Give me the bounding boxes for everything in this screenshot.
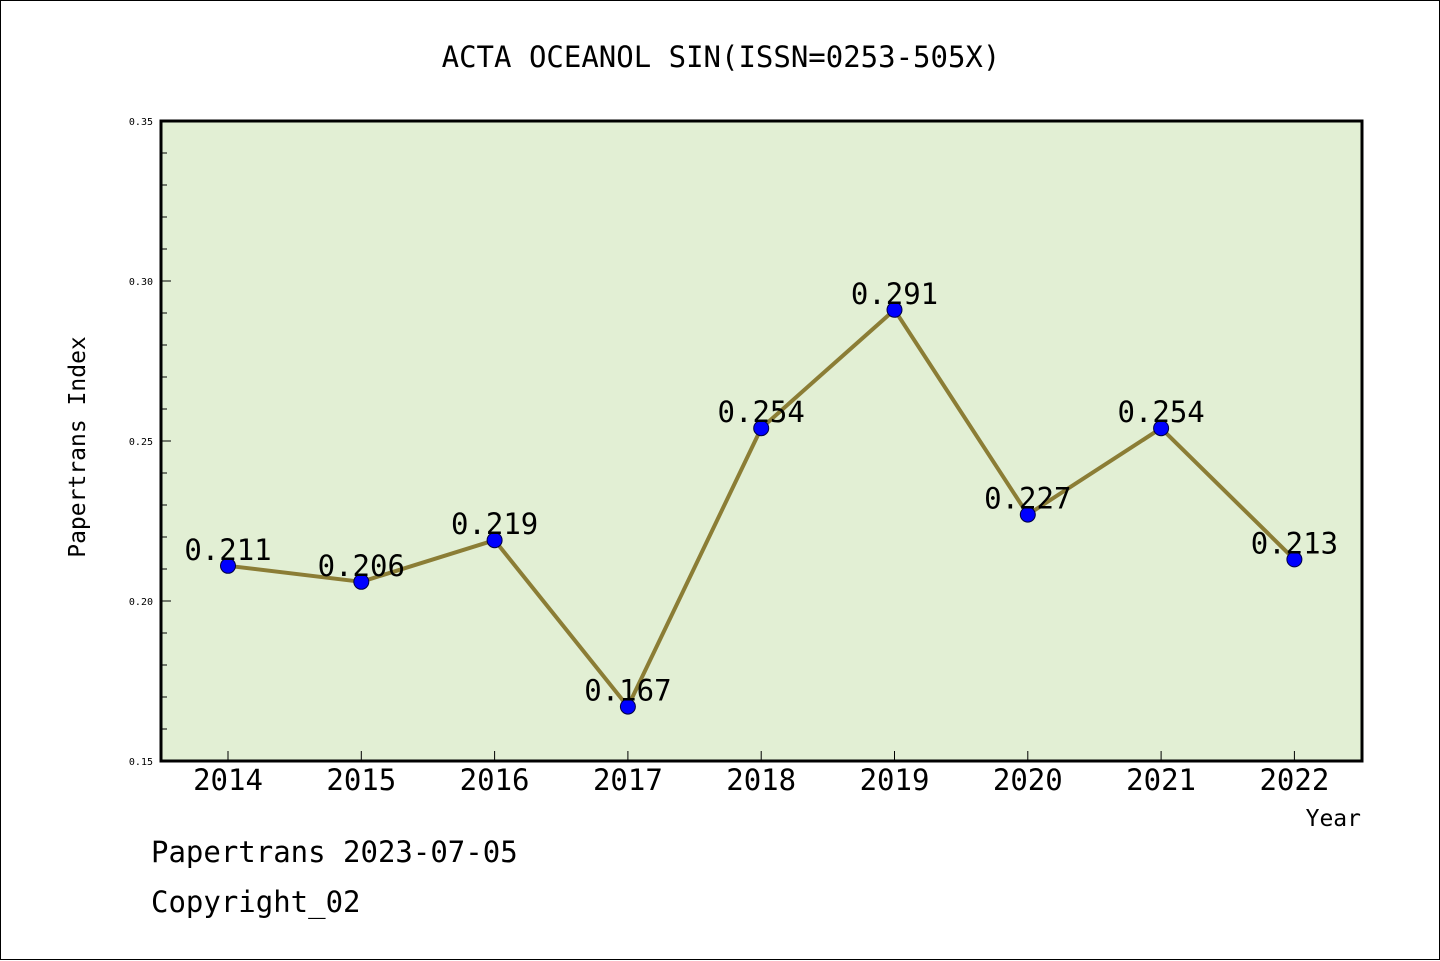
data-markers xyxy=(220,301,1303,715)
data-point xyxy=(1019,506,1036,523)
data-label: 0.213 xyxy=(1251,526,1338,560)
y-axis: 0.15 0.20 0.25 0.30 0.35 xyxy=(129,117,171,768)
data-point xyxy=(1286,551,1303,568)
data-label: 0.291 xyxy=(851,277,938,311)
data-label: 0.227 xyxy=(984,482,1071,516)
data-point xyxy=(619,698,636,715)
data-label: 0.254 xyxy=(718,395,805,429)
footer-copyright: Copyright_02 xyxy=(151,885,361,919)
y-tick-label: 0.25 xyxy=(129,437,153,448)
y-tick-label: 0.15 xyxy=(129,757,153,768)
y-tick-label: 0.30 xyxy=(129,277,153,288)
x-tick-label: 2015 xyxy=(326,763,396,797)
data-label: 0.167 xyxy=(584,674,671,708)
data-label: 0.254 xyxy=(1117,395,1204,429)
data-point xyxy=(486,532,503,549)
x-tick-label: 2022 xyxy=(1259,763,1329,797)
data-label: 0.219 xyxy=(451,507,538,541)
x-axis-label: Year xyxy=(1306,806,1361,832)
data-point xyxy=(886,301,903,318)
data-point xyxy=(753,420,770,437)
x-tick-label: 2018 xyxy=(726,763,796,797)
chart-title: ACTA OCEANOL SIN(ISSN=0253-505X) xyxy=(442,40,1001,74)
data-label: 0.211 xyxy=(184,533,271,567)
x-tick-label: 2019 xyxy=(860,763,930,797)
x-tick-label: 2020 xyxy=(993,763,1063,797)
footer-date: Papertrans 2023-07-05 xyxy=(151,835,518,869)
plot-area xyxy=(159,119,1364,763)
x-tick-label: 2016 xyxy=(460,763,530,797)
data-point xyxy=(220,557,236,574)
x-tick-label: 2017 xyxy=(593,763,663,797)
data-point xyxy=(1153,420,1170,437)
data-label: 0.206 xyxy=(318,549,405,583)
x-axis: 2014 2015 2016 2017 2018 2019 2020 2021 2022 xyxy=(193,751,1329,797)
x-tick-label: 2014 xyxy=(193,763,263,797)
y-axis-label: Papertrans Index xyxy=(65,336,91,558)
y-tick-label: 0.35 xyxy=(129,117,153,128)
y-tick-label: 0.20 xyxy=(129,597,153,608)
x-tick-label: 2021 xyxy=(1126,763,1196,797)
data-labels: 0.211 0.206 0.219 0.167 0.254 0.291 0.227 0.254… xyxy=(184,277,1338,708)
data-point xyxy=(353,573,370,590)
